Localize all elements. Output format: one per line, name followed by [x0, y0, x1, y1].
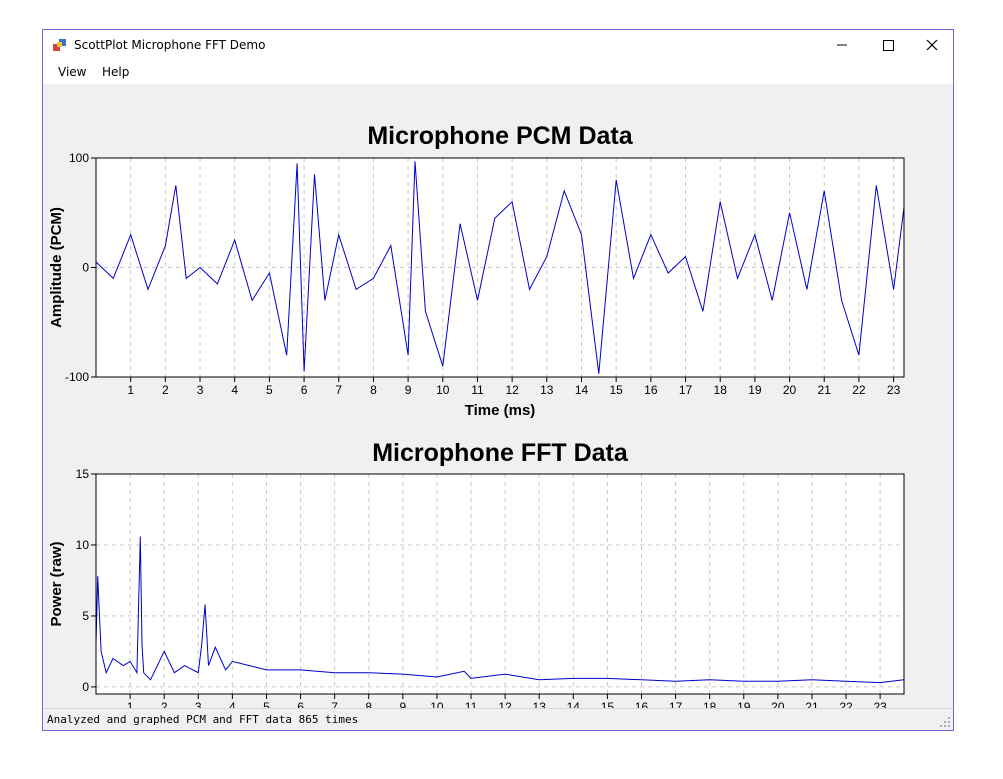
series-line-1	[95, 161, 905, 374]
x-tick-label: 15	[601, 700, 615, 710]
x-tick-label: 3	[197, 383, 204, 397]
y-tick-label: 100	[69, 151, 89, 165]
y-axis-label: Amplitude (PCM)	[48, 207, 65, 328]
x-tick-label: 22	[852, 383, 866, 397]
plots-area: 1 2 3 4 5 6 7 8 9 10 11 12 13 14 15 16 17 18 19 20 21 22 23-10…	[48, 122, 905, 710]
y-tick-label: 0	[82, 680, 89, 694]
x-tick-label: 21	[805, 700, 819, 710]
status-text: Analyzed and graphed PCM and FFT data 86…	[47, 713, 359, 726]
x-tick-label: 7	[335, 383, 342, 397]
plot-frame	[95, 473, 905, 695]
x-tick-label: 16	[644, 383, 658, 397]
x-tick-label: 5	[263, 700, 270, 710]
x-tick-label: 22	[839, 700, 853, 710]
app-window: ScottPlot Microphone FFT Demo View Help …	[42, 29, 954, 731]
menu-view[interactable]: View	[58, 65, 87, 79]
x-tick-label: 3	[195, 700, 202, 710]
x-tick-label: 5	[266, 383, 273, 397]
series-line-1	[95, 536, 905, 684]
app-icon	[53, 39, 66, 51]
y-tick-label: 0	[82, 261, 89, 275]
x-tick-label: 1	[127, 383, 134, 397]
close-icon[interactable]	[909, 30, 955, 60]
x-tick-label: 4	[231, 383, 238, 397]
chart-1: 1 2 3 4 5 6 7 8 9 10 11 12 13 14 15 16 17 18 19 20 21 22 23-10…	[48, 122, 905, 419]
maximize-icon[interactable]	[865, 30, 911, 60]
plot-frame	[95, 157, 905, 378]
y-tick-label: 15	[76, 467, 90, 481]
x-tick-label: 7	[331, 700, 338, 710]
x-tick-label: 17	[679, 383, 693, 397]
x-tick-label: 19	[737, 700, 751, 710]
x-tick-label: 2	[161, 700, 168, 710]
x-tick-label: 17	[669, 700, 683, 710]
title-bar[interactable]: ScottPlot Microphone FFT Demo	[43, 30, 953, 60]
chart-title: Microphone PCM Data	[367, 122, 633, 150]
y-tick-label: -100	[65, 370, 89, 384]
x-tick-label: 11	[465, 700, 478, 710]
y-tick-label: 5	[82, 609, 89, 623]
x-tick-label: 20	[771, 700, 785, 710]
x-tick-label: 8	[370, 383, 377, 397]
chart-2: 1 2 3 4 5 6 7 8 9 10 11 12 13 14 15 16 17 18 19 20 21 22 23051…	[48, 439, 905, 710]
x-axis-label: Time (ms)	[465, 402, 536, 419]
menu-help[interactable]: Help	[102, 65, 130, 79]
x-tick-label: 14	[575, 383, 589, 397]
x-tick-label: 23	[873, 700, 887, 710]
x-tick-label: 20	[783, 383, 797, 397]
x-tick-label: 18	[703, 700, 717, 710]
x-tick-label: 10	[436, 383, 450, 397]
x-tick-label: 18	[714, 383, 728, 397]
x-tick-label: 9	[405, 383, 412, 397]
plot-background	[96, 474, 904, 694]
window-title: ScottPlot Microphone FFT Demo	[74, 38, 266, 52]
resize-grip-icon[interactable]	[939, 716, 951, 728]
x-tick-label: 23	[887, 383, 901, 397]
x-tick-label: 9	[399, 700, 406, 710]
x-tick-label: 16	[635, 700, 649, 710]
x-tick-label: 14	[567, 700, 581, 710]
x-tick-label: 12	[498, 700, 512, 710]
x-tick-label: 1	[127, 700, 134, 710]
x-tick-label: 21	[818, 383, 832, 397]
x-tick-label: 6	[297, 700, 304, 710]
x-tick-label: 10	[430, 700, 444, 710]
x-tick-label: 6	[301, 383, 308, 397]
x-tick-label: 11	[471, 383, 484, 397]
x-tick-label: 2	[162, 383, 169, 397]
x-tick-label: 13	[540, 383, 554, 397]
menu-bar: View Help	[43, 60, 953, 84]
minimize-icon[interactable]	[819, 30, 865, 60]
x-tick-label: 4	[229, 700, 236, 710]
x-tick-label: 8	[365, 700, 372, 710]
status-bar: Analyzed and graphed PCM and FFT data 86…	[43, 708, 953, 730]
chart-title: Microphone FFT Data	[372, 439, 629, 467]
x-tick-label: 19	[748, 383, 762, 397]
x-tick-label: 13	[533, 700, 547, 710]
x-tick-label: 15	[609, 383, 623, 397]
y-tick-label: 10	[76, 538, 90, 552]
x-tick-label: 12	[505, 383, 519, 397]
y-axis-label: Power (raw)	[48, 541, 65, 626]
